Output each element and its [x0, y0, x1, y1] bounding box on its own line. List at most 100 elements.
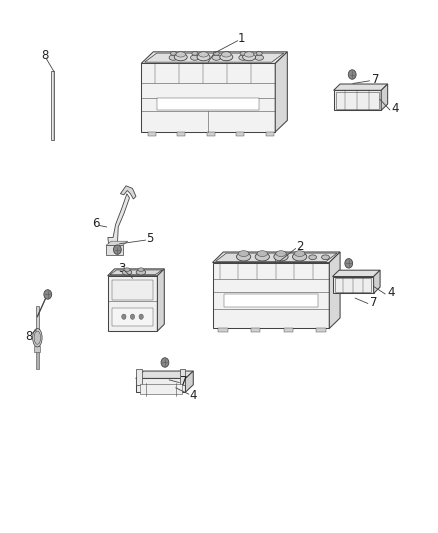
Polygon shape: [141, 52, 287, 63]
Text: 7: 7: [180, 375, 187, 388]
Bar: [148, 132, 156, 136]
Polygon shape: [157, 269, 164, 331]
Ellipse shape: [224, 52, 230, 55]
Text: 4: 4: [189, 389, 197, 402]
Polygon shape: [215, 253, 337, 262]
Ellipse shape: [174, 53, 187, 61]
Ellipse shape: [34, 331, 41, 344]
Bar: [335, 278, 371, 292]
Ellipse shape: [244, 52, 254, 57]
Polygon shape: [185, 371, 193, 392]
Text: 2: 2: [296, 240, 304, 253]
Polygon shape: [275, 52, 287, 132]
Polygon shape: [108, 193, 130, 245]
Polygon shape: [334, 90, 381, 110]
Bar: [336, 92, 378, 109]
Polygon shape: [212, 263, 329, 328]
Bar: [284, 328, 293, 332]
Circle shape: [131, 314, 134, 319]
Bar: [219, 328, 228, 332]
Ellipse shape: [239, 55, 247, 60]
Circle shape: [44, 290, 52, 299]
Polygon shape: [145, 53, 284, 62]
Ellipse shape: [274, 253, 288, 261]
Ellipse shape: [257, 251, 268, 256]
Polygon shape: [108, 276, 157, 331]
Text: 7: 7: [372, 73, 380, 86]
Text: 8: 8: [25, 329, 32, 343]
Text: 6: 6: [92, 217, 99, 230]
Polygon shape: [332, 270, 380, 277]
Polygon shape: [381, 84, 388, 110]
Polygon shape: [136, 378, 185, 392]
Polygon shape: [110, 270, 162, 274]
Ellipse shape: [243, 53, 256, 61]
Bar: [112, 308, 153, 326]
Circle shape: [113, 245, 121, 254]
Polygon shape: [334, 84, 388, 90]
Ellipse shape: [256, 52, 262, 55]
Ellipse shape: [222, 52, 231, 57]
Ellipse shape: [321, 255, 329, 260]
Bar: [316, 328, 326, 332]
Ellipse shape: [124, 268, 130, 271]
Ellipse shape: [294, 251, 305, 256]
Ellipse shape: [176, 52, 185, 57]
Text: 4: 4: [391, 102, 399, 115]
Text: 4: 4: [387, 286, 395, 300]
Polygon shape: [329, 252, 340, 328]
Text: 3: 3: [118, 262, 125, 275]
Ellipse shape: [170, 52, 177, 55]
Bar: [207, 132, 215, 136]
Ellipse shape: [220, 53, 233, 61]
Bar: [34, 346, 40, 352]
Polygon shape: [212, 252, 340, 263]
Ellipse shape: [309, 255, 317, 260]
Bar: [136, 369, 142, 385]
Ellipse shape: [255, 55, 264, 60]
Ellipse shape: [138, 268, 144, 271]
Bar: [36, 306, 39, 348]
Polygon shape: [374, 270, 380, 293]
Ellipse shape: [32, 328, 42, 347]
Ellipse shape: [255, 253, 269, 261]
Circle shape: [139, 314, 143, 319]
Bar: [266, 132, 274, 136]
Ellipse shape: [212, 55, 221, 60]
Bar: [180, 369, 185, 385]
Circle shape: [345, 259, 353, 268]
Bar: [36, 348, 39, 369]
Ellipse shape: [223, 55, 231, 60]
Circle shape: [161, 358, 169, 367]
Bar: [251, 328, 260, 332]
Ellipse shape: [213, 52, 219, 55]
Circle shape: [348, 70, 356, 79]
Polygon shape: [120, 186, 136, 199]
Text: 5: 5: [146, 232, 153, 245]
Ellipse shape: [199, 52, 208, 57]
Ellipse shape: [192, 52, 198, 55]
Ellipse shape: [293, 253, 307, 261]
Ellipse shape: [276, 251, 286, 256]
Text: 8: 8: [42, 49, 49, 62]
Bar: [224, 294, 318, 308]
Polygon shape: [332, 277, 374, 293]
Ellipse shape: [169, 55, 178, 60]
Bar: [51, 71, 54, 140]
Ellipse shape: [191, 55, 199, 60]
Polygon shape: [136, 371, 193, 378]
Bar: [157, 98, 259, 110]
Bar: [237, 132, 244, 136]
Polygon shape: [141, 63, 275, 132]
Polygon shape: [108, 269, 164, 276]
Circle shape: [122, 314, 126, 319]
Ellipse shape: [240, 52, 246, 55]
Ellipse shape: [238, 251, 249, 256]
Ellipse shape: [136, 270, 146, 275]
Ellipse shape: [197, 53, 210, 61]
Bar: [140, 384, 181, 394]
Text: 1: 1: [238, 32, 245, 45]
Bar: [112, 280, 153, 300]
Ellipse shape: [122, 270, 132, 275]
Bar: [177, 132, 185, 136]
